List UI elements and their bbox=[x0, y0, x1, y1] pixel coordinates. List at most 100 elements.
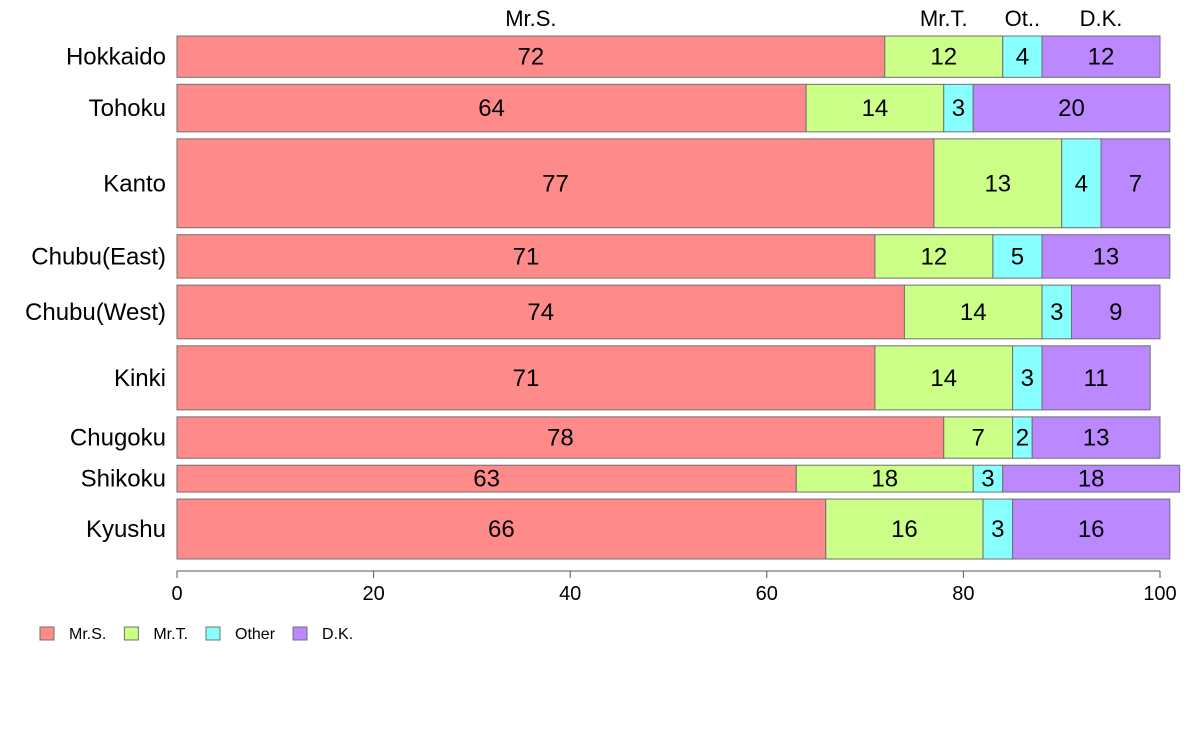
data-label: 63 bbox=[473, 466, 500, 493]
bar-segment bbox=[1041, 35, 1161, 78]
bar-segment bbox=[874, 345, 1014, 411]
category-labels: Hokkaido Tohoku Kanto Chubu(East) Chubu(West… bbox=[25, 44, 166, 543]
legend-swatch bbox=[292, 626, 308, 641]
data-label: 66 bbox=[488, 516, 515, 543]
data-label: 12 bbox=[921, 243, 948, 270]
bar-segment bbox=[884, 35, 1004, 78]
legend-label: Mr.S. bbox=[69, 626, 106, 643]
bar-segment bbox=[903, 284, 1043, 340]
bar-segment bbox=[176, 35, 886, 78]
bar-segment bbox=[805, 83, 945, 133]
legend-label: Mr.T. bbox=[153, 626, 188, 643]
legend: Mr.S. Mr.T. Other D.K. bbox=[39, 626, 353, 643]
bar-segment bbox=[795, 464, 974, 493]
x-tick-label: 20 bbox=[362, 583, 384, 605]
data-label: 13 bbox=[1093, 243, 1120, 270]
bar-segment bbox=[1100, 138, 1171, 229]
data-label: 14 bbox=[930, 365, 957, 392]
data-label: 11 bbox=[1084, 365, 1109, 392]
x-tick-label: 100 bbox=[1143, 583, 1176, 605]
data-label: 16 bbox=[891, 516, 918, 543]
top-series-labels: Mr.S. Mr.T. Ot.. D.K. bbox=[505, 6, 1122, 31]
data-label: 3 bbox=[981, 466, 994, 493]
category-label: Kinki bbox=[114, 365, 166, 392]
bar-row: 71 14 3 11 bbox=[176, 345, 1151, 411]
series-top-label: Mr.T. bbox=[920, 6, 968, 31]
legend-swatch bbox=[205, 626, 221, 641]
bar-segment bbox=[1041, 284, 1073, 340]
data-label: 9 bbox=[1109, 299, 1122, 326]
bar-segment bbox=[1031, 416, 1161, 459]
data-label: 4 bbox=[1016, 44, 1029, 71]
bar-segment bbox=[1002, 464, 1181, 493]
bar-segment bbox=[1041, 234, 1171, 279]
data-label: 71 bbox=[513, 243, 540, 270]
x-tick-label: 60 bbox=[756, 583, 778, 605]
data-label: 2 bbox=[1016, 425, 1029, 452]
bar-row: 77 13 4 7 bbox=[176, 138, 1171, 229]
x-axis: 0 20 40 60 80 100 bbox=[171, 570, 1177, 605]
series-top-label: D.K. bbox=[1080, 6, 1123, 31]
category-label: Tohoku bbox=[89, 95, 166, 122]
legend-swatch bbox=[39, 626, 55, 641]
series-top-label: Mr.S. bbox=[505, 6, 556, 31]
data-label: 3 bbox=[991, 516, 1004, 543]
data-label: 16 bbox=[1078, 516, 1105, 543]
bar-row: 78 7 2 13 bbox=[176, 416, 1161, 459]
bar-segment bbox=[1071, 284, 1161, 340]
data-label: 12 bbox=[1088, 44, 1115, 71]
legend-item: Mr.T. bbox=[123, 626, 188, 643]
data-label: 72 bbox=[518, 44, 545, 71]
bar-segment bbox=[972, 464, 1004, 493]
bar-row: 71 12 5 13 bbox=[176, 234, 1171, 279]
data-label: 3 bbox=[952, 95, 965, 122]
data-label: 20 bbox=[1058, 95, 1085, 122]
legend-item: Other bbox=[205, 626, 276, 643]
data-label: 4 bbox=[1075, 170, 1088, 197]
bar-row: 66 16 3 16 bbox=[176, 498, 1171, 560]
legend-label: Other bbox=[235, 626, 276, 643]
data-label: 12 bbox=[930, 44, 957, 71]
bar-segment bbox=[933, 138, 1063, 229]
data-label: 7 bbox=[1129, 170, 1142, 197]
legend-item: D.K. bbox=[292, 626, 353, 643]
bar-segment bbox=[972, 83, 1171, 133]
category-label: Chubu(West) bbox=[25, 299, 166, 326]
x-tick-label: 40 bbox=[559, 583, 581, 605]
bar-segment bbox=[1041, 345, 1151, 411]
data-label: 13 bbox=[984, 170, 1011, 197]
data-label: 3 bbox=[1050, 299, 1063, 326]
legend-swatch bbox=[123, 626, 139, 641]
category-label: Kanto bbox=[103, 170, 166, 197]
data-label: 3 bbox=[1021, 365, 1034, 392]
series-top-label: Ot.. bbox=[1005, 6, 1040, 31]
bar-segment bbox=[1012, 345, 1043, 411]
bar-row: 72 12 4 12 bbox=[176, 35, 1161, 78]
bar-segment bbox=[176, 345, 876, 411]
data-label: 13 bbox=[1083, 425, 1110, 452]
x-tick-label: 80 bbox=[952, 583, 974, 605]
data-label: 64 bbox=[478, 95, 505, 122]
bar-segment bbox=[1012, 498, 1171, 560]
category-label: Chugoku bbox=[70, 425, 166, 452]
data-label: 14 bbox=[960, 299, 987, 326]
category-label: Chubu(East) bbox=[31, 243, 166, 270]
bar-segment bbox=[176, 284, 905, 340]
data-label: 71 bbox=[513, 365, 540, 392]
bar-segment bbox=[874, 234, 994, 279]
bar-segment bbox=[825, 498, 984, 560]
data-label: 5 bbox=[1011, 243, 1024, 270]
legend-label: D.K. bbox=[322, 626, 353, 643]
bar-segment bbox=[943, 83, 974, 133]
data-label: 18 bbox=[1078, 466, 1105, 493]
bar-segment bbox=[1002, 35, 1043, 78]
data-label: 7 bbox=[971, 425, 984, 452]
legend-item: Mr.S. bbox=[39, 626, 106, 643]
bar-row: 64 14 3 20 bbox=[176, 83, 1171, 133]
bar-segment bbox=[176, 83, 807, 133]
bar-row: 63 18 3 18 bbox=[176, 464, 1181, 493]
bar-segment bbox=[176, 416, 945, 459]
bar-row: 74 14 3 9 bbox=[176, 284, 1161, 340]
data-label: 74 bbox=[527, 299, 554, 326]
